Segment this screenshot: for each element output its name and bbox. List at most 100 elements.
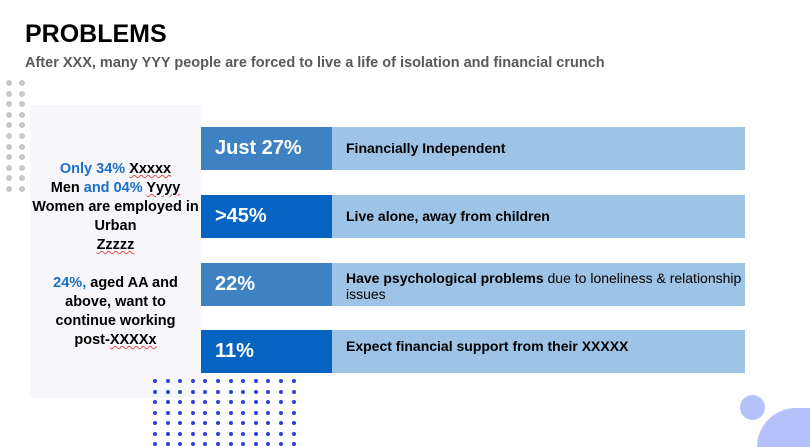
dot <box>6 101 12 108</box>
text: Financially Independent <box>346 140 506 156</box>
stat-value: >45% <box>201 195 332 238</box>
stat-row: 22% Have psychological problems due to l… <box>201 263 745 306</box>
text: aged AA and above, want to continue work… <box>55 275 178 348</box>
dot <box>190 410 195 415</box>
summary-panel <box>30 105 201 398</box>
dot <box>278 431 283 436</box>
dot <box>19 122 25 129</box>
dot <box>153 400 157 404</box>
dot <box>203 421 208 425</box>
dot <box>215 421 220 425</box>
dot <box>19 185 25 192</box>
dot <box>278 400 283 404</box>
decorative-circle <box>757 408 810 447</box>
dot <box>241 410 246 415</box>
dot <box>278 421 283 425</box>
dot <box>190 389 195 394</box>
stat-row: >45% Live alone, away from children <box>201 195 745 238</box>
dot <box>241 431 246 436</box>
dot <box>6 90 12 97</box>
dot <box>190 442 195 446</box>
dot <box>228 400 233 404</box>
slide-title: PROBLEMS <box>25 20 167 48</box>
dot <box>278 389 283 394</box>
dot <box>215 442 220 446</box>
dot <box>6 132 12 139</box>
highlight: 24%, <box>53 275 87 291</box>
dot <box>6 175 12 182</box>
dot <box>228 379 233 383</box>
dot <box>241 389 246 394</box>
dot <box>266 431 271 436</box>
dot <box>266 389 271 394</box>
dot <box>266 410 271 415</box>
text: Live alone, away from children <box>346 208 550 224</box>
dot <box>153 431 157 436</box>
dot <box>215 410 220 415</box>
dot <box>278 442 283 446</box>
dot <box>291 400 296 404</box>
dot <box>190 400 195 404</box>
dot <box>178 400 183 404</box>
blue-dot-pattern <box>153 379 304 446</box>
dot <box>153 442 157 446</box>
dot <box>6 164 12 171</box>
dot <box>228 442 233 446</box>
text: XXXXx <box>109 332 157 348</box>
text: Have psychological problems <box>346 270 544 286</box>
dot <box>203 400 208 404</box>
dot <box>291 421 296 425</box>
dot <box>278 410 283 415</box>
stat-value: 11% <box>201 330 332 373</box>
dot <box>228 431 233 436</box>
highlight: Only 34% <box>59 161 126 177</box>
dot <box>266 379 271 383</box>
dot <box>266 442 271 446</box>
dot <box>165 379 170 383</box>
dot <box>203 431 208 436</box>
stat-description: Have psychological problems due to lonel… <box>332 263 745 306</box>
stat-row: Just 27% Financially Independent <box>201 127 745 170</box>
dot <box>228 389 233 394</box>
stat-row: 11% Expect financial support from their … <box>201 330 745 373</box>
dot <box>241 421 246 425</box>
dot <box>19 154 25 161</box>
stat-description: Live alone, away from children <box>332 195 745 238</box>
dot <box>19 90 25 97</box>
dot <box>253 442 258 446</box>
dot <box>190 421 195 425</box>
dot <box>253 400 258 404</box>
dot <box>253 431 258 436</box>
text: Women are employed in Urban <box>32 199 199 234</box>
dot <box>6 80 12 86</box>
stat-value: 22% <box>201 263 332 306</box>
text: Expect financial support from their XXXX… <box>346 338 629 354</box>
dot <box>278 379 283 383</box>
dot <box>19 111 25 118</box>
dot <box>215 389 220 394</box>
dot <box>253 421 258 425</box>
text: Men <box>50 180 80 196</box>
dot <box>215 431 220 436</box>
dot <box>178 442 183 446</box>
dot <box>291 410 296 415</box>
dot <box>6 185 12 192</box>
dot <box>241 379 246 383</box>
dot <box>203 442 208 446</box>
dot <box>19 132 25 139</box>
employment-stat-text: Only 34% Xxxxx Men and 04% Yyyy Women ar… <box>30 160 201 255</box>
dot <box>19 80 25 86</box>
dot <box>241 400 246 404</box>
dot <box>19 175 25 182</box>
dot <box>178 389 183 394</box>
dot <box>19 164 25 171</box>
dot <box>165 389 170 394</box>
dot <box>203 379 208 383</box>
stat-value: Just 27% <box>201 127 332 170</box>
text: Xxxxx <box>129 161 172 177</box>
dot <box>190 431 195 436</box>
dot <box>165 442 170 446</box>
dot <box>215 379 220 383</box>
dot <box>165 410 170 415</box>
decorative-circle <box>740 395 765 420</box>
